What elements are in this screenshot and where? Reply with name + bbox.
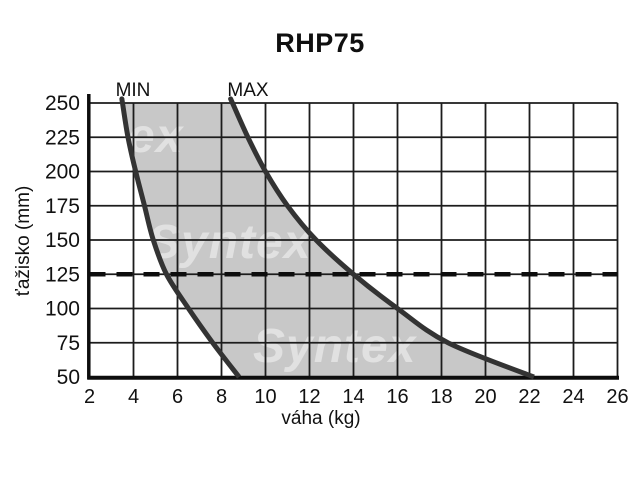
y-tick-label: 75 <box>57 332 80 355</box>
y-tick-label: 200 <box>45 161 80 184</box>
y-tick-label: 50 <box>57 366 80 389</box>
watermark-text: Syntex <box>253 320 418 373</box>
x-tick-label: 10 <box>254 386 276 408</box>
x-tick-label: 24 <box>562 386 584 408</box>
x-tick-label: 16 <box>386 386 408 408</box>
x-tick-label: 4 <box>128 386 139 408</box>
x-tick-label: 2 <box>84 386 95 408</box>
y-tick-label: 225 <box>45 126 80 149</box>
y-axis-label: ťažisko (mm) <box>13 185 34 297</box>
x-tick-label: 18 <box>430 386 452 408</box>
x-tick-label: 26 <box>606 386 628 408</box>
x-tick-label: 22 <box>518 386 540 408</box>
watermark-text: Syntex <box>533 320 640 373</box>
y-tick-label: 175 <box>45 195 80 218</box>
min-curve <box>119 96 242 379</box>
x-tick-label: 12 <box>298 386 320 408</box>
max-curve-label: MAX <box>227 80 269 101</box>
max-curve <box>228 96 535 380</box>
watermark-layer: SyntexSyntexSyntexSyntexSyntexSyntexSynt… <box>123 110 640 373</box>
watermark-text: Syntex <box>148 216 313 269</box>
min-curve-label: MIN <box>115 80 151 101</box>
watermark-text: Syntex <box>428 216 593 269</box>
y-tick-label: 100 <box>45 298 80 321</box>
x-axis-label: váha (kg) <box>281 408 361 429</box>
y-tick-label: 250 <box>45 92 80 115</box>
x-tick-label: 8 <box>216 386 227 408</box>
y-tick-label: 150 <box>45 229 80 252</box>
y-tick-label: 125 <box>45 263 80 286</box>
x-tick-label: 6 <box>172 386 183 408</box>
chart-title: RHP75 <box>275 28 365 58</box>
x-tick-label: 20 <box>474 386 496 408</box>
x-tick-label: 14 <box>342 386 364 408</box>
